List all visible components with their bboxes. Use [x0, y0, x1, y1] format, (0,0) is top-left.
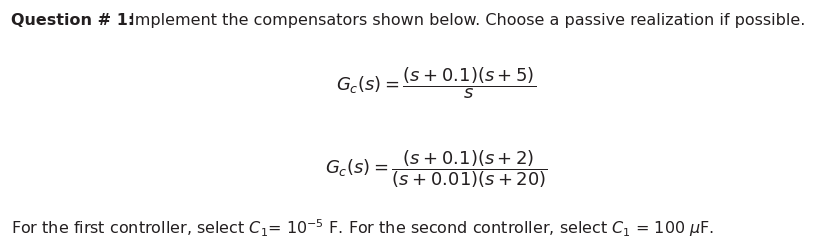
- Text: $G_c(s) = \dfrac{(s + 0.1)(s + 5)}{s}$: $G_c(s) = \dfrac{(s + 0.1)(s + 5)}{s}$: [336, 65, 536, 101]
- Text: Question # 1:: Question # 1:: [11, 13, 134, 28]
- Text: $G_c(s) = \dfrac{(s + 0.1)(s + 2)}{(s + 0.01)(s + 20)}$: $G_c(s) = \dfrac{(s + 0.1)(s + 2)}{(s + …: [325, 148, 548, 190]
- Text: Implement the compensators shown below. Choose a passive realization if possible: Implement the compensators shown below. …: [130, 13, 805, 28]
- Text: For the first controller, select $C_1$= $10^{-5}$ F. For the second controller, : For the first controller, select $C_1$= …: [11, 218, 714, 239]
